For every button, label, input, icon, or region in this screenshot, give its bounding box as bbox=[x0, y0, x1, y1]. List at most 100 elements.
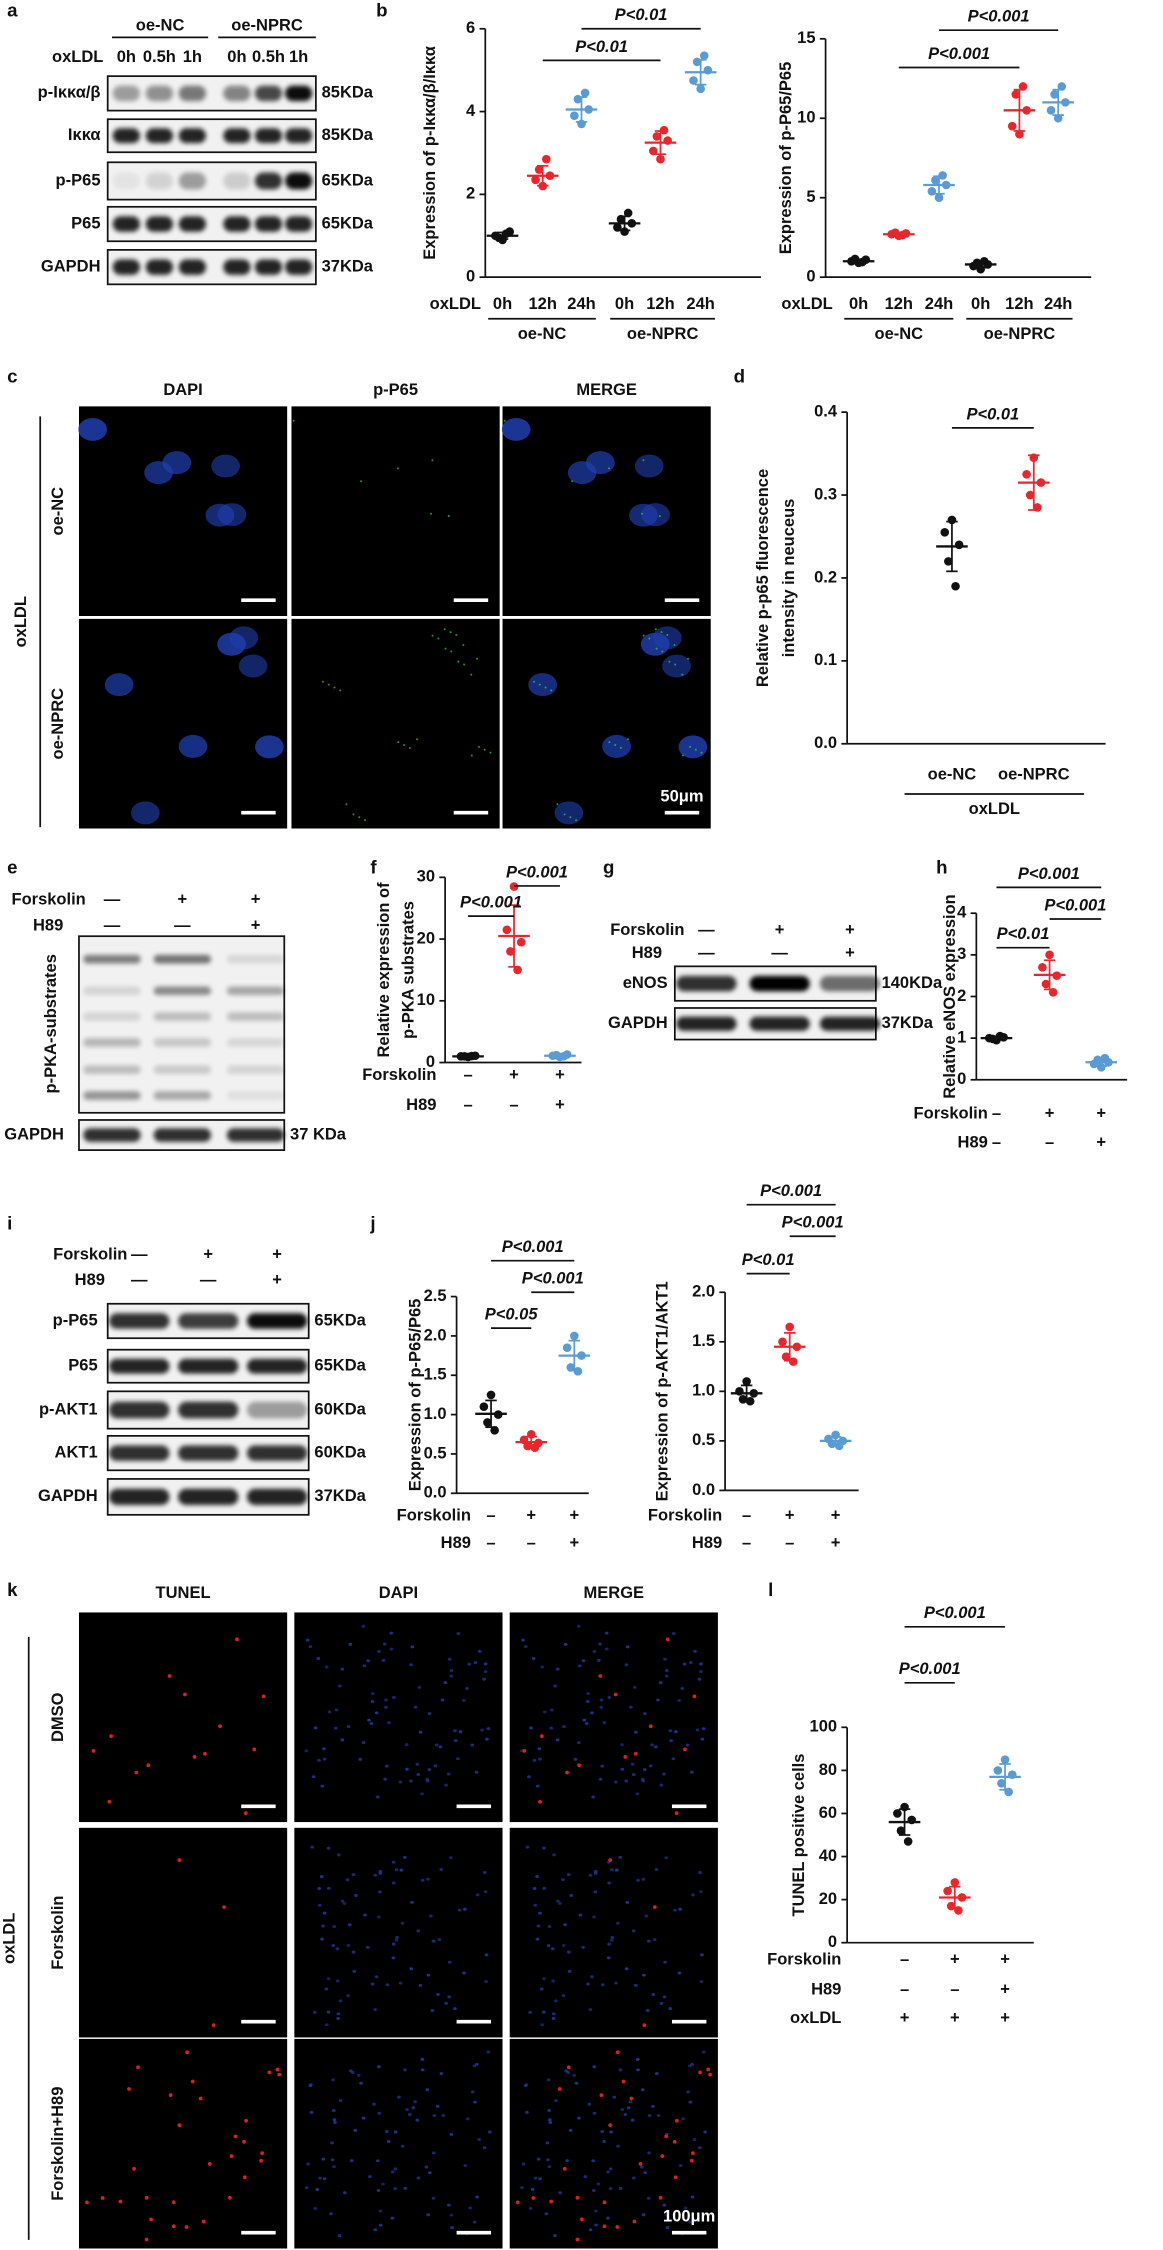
fluorescence-dot bbox=[642, 634, 645, 637]
blot-band bbox=[178, 1401, 239, 1419]
nucleus bbox=[668, 2007, 673, 2011]
nucleus bbox=[609, 1938, 614, 1942]
fluorescence-dot bbox=[339, 689, 342, 692]
nucleus bbox=[456, 1757, 460, 1761]
nucleus bbox=[439, 1867, 444, 1871]
nucleus bbox=[387, 1721, 391, 1725]
nucleus bbox=[324, 1665, 329, 1669]
band-label: GAPDH bbox=[4, 1125, 64, 1143]
nucleus bbox=[318, 2176, 322, 2180]
fluorescence-dot bbox=[415, 738, 419, 741]
nucleus bbox=[545, 2141, 550, 2145]
nucleus bbox=[433, 1764, 438, 1768]
nucleus bbox=[529, 1726, 533, 1730]
blot-band bbox=[246, 1401, 308, 1419]
nucleus bbox=[440, 1698, 445, 1702]
data-point bbox=[1050, 90, 1059, 99]
condition-mark: + bbox=[251, 891, 261, 909]
condition-label: Forskolin bbox=[362, 1066, 436, 1084]
tunel-dot bbox=[252, 1747, 257, 1752]
y-axis-label: Relative eNOS expression bbox=[941, 894, 959, 1099]
nucleus bbox=[641, 1877, 646, 1881]
significance-label: P<0.01 bbox=[997, 925, 1050, 943]
nucleus bbox=[373, 2008, 377, 2012]
nucleus bbox=[383, 1777, 388, 1781]
fluorescence-dot bbox=[668, 660, 671, 663]
nucleus bbox=[358, 1757, 363, 1761]
blot-band bbox=[226, 1128, 285, 1142]
nucleus bbox=[554, 1999, 558, 2003]
nucleus bbox=[581, 1945, 585, 1949]
nucleus bbox=[664, 1669, 669, 1673]
condition-mark: + bbox=[1096, 1105, 1106, 1123]
nucleus bbox=[378, 1872, 383, 1876]
nucleus bbox=[462, 1907, 467, 1911]
fluorescence-dot bbox=[619, 746, 622, 749]
nucleus bbox=[487, 2130, 492, 2134]
nucleus bbox=[625, 1645, 630, 1649]
group-label: oe-NPRC bbox=[231, 16, 303, 34]
y-tick-label: 1.5 bbox=[692, 1332, 715, 1350]
blot-band bbox=[254, 128, 283, 144]
blot-band bbox=[83, 986, 141, 996]
nucleus bbox=[431, 2151, 436, 2155]
nucleus bbox=[397, 2095, 401, 2099]
y-tick-label: 0.2 bbox=[814, 568, 837, 586]
nucleus bbox=[532, 1886, 537, 1890]
nucleus bbox=[567, 1969, 572, 1973]
data-point bbox=[785, 1322, 794, 1332]
nucleus bbox=[551, 2017, 556, 2021]
data-point bbox=[934, 193, 944, 203]
nucleus bbox=[600, 1764, 605, 1768]
condition-label: H89 bbox=[692, 1534, 722, 1552]
nucleus bbox=[524, 2083, 529, 2087]
group-label: oe-NC bbox=[518, 325, 567, 343]
significance-label: P<0.001 bbox=[502, 1238, 564, 1256]
nucleus bbox=[593, 1890, 598, 1894]
nucleus bbox=[405, 2108, 409, 2112]
nucleus bbox=[384, 1764, 389, 1768]
nucleus bbox=[643, 2171, 648, 2175]
nucleus bbox=[561, 1994, 566, 1998]
nucleus bbox=[384, 1705, 388, 1709]
nucleus bbox=[404, 1743, 409, 1747]
nucleus bbox=[555, 1667, 560, 1671]
fluorescence-dot bbox=[358, 816, 361, 819]
y-tick-label: 10 bbox=[797, 109, 815, 127]
significance-label: P<0.001 bbox=[760, 1182, 822, 1200]
blot-band bbox=[153, 1091, 212, 1100]
data-point bbox=[689, 76, 698, 85]
nucleus bbox=[416, 2176, 421, 2180]
nucleus bbox=[554, 801, 584, 825]
nucleus bbox=[549, 1726, 554, 1730]
band-size: 37KDa bbox=[882, 1014, 934, 1032]
nucleus bbox=[681, 2117, 685, 2121]
nucleus bbox=[664, 1674, 669, 1678]
band-label: eNOS bbox=[623, 974, 668, 992]
nucleus bbox=[561, 1878, 565, 1882]
panel-label: d bbox=[734, 366, 745, 387]
condition-label: H89 bbox=[958, 1133, 988, 1151]
nucleus bbox=[635, 2057, 640, 2061]
nucleus bbox=[552, 1853, 556, 1857]
blot-band bbox=[285, 128, 313, 144]
lane-label: 0.5h bbox=[252, 48, 285, 66]
fluorescence-dot bbox=[396, 467, 399, 470]
nucleus bbox=[538, 1757, 542, 1761]
fluorescence-dot bbox=[431, 634, 434, 637]
y-tick-label: 0 bbox=[806, 268, 815, 286]
nucleus bbox=[689, 1660, 693, 1664]
condition-mark: + bbox=[1000, 1980, 1010, 1998]
nucleus bbox=[480, 1728, 484, 1732]
blot-band bbox=[83, 1128, 141, 1142]
significance-label: P<0.001 bbox=[968, 8, 1030, 26]
condition-mark: + bbox=[831, 1507, 841, 1525]
band-label: p-PKA-substrates bbox=[42, 954, 60, 1093]
group-label: oe-NC bbox=[136, 16, 185, 34]
micrograph bbox=[78, 618, 288, 829]
condition-mark: – bbox=[742, 1507, 751, 1525]
significance-label: P<0.001 bbox=[522, 1270, 584, 1288]
condition-mark: + bbox=[1000, 2009, 1010, 2027]
nucleus bbox=[662, 1772, 666, 1776]
fluorescence-dot bbox=[447, 515, 450, 518]
